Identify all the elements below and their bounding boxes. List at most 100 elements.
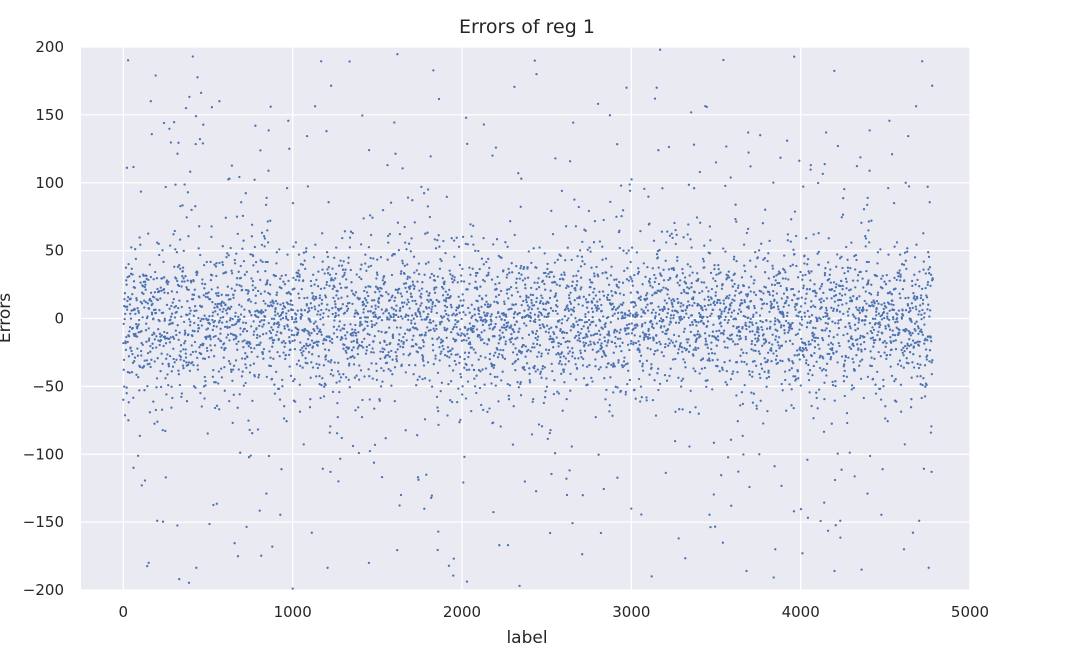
data-point [190, 208, 193, 212]
data-point [673, 221, 676, 225]
data-point [575, 274, 578, 277]
data-point [566, 307, 570, 310]
data-point [176, 324, 179, 327]
data-point [242, 384, 245, 387]
data-point [343, 230, 347, 233]
data-point [287, 353, 291, 357]
data-point [416, 280, 419, 283]
data-point [313, 283, 316, 286]
data-point [404, 429, 407, 432]
data-point [703, 304, 706, 308]
data-point [548, 531, 552, 535]
data-point [689, 238, 692, 241]
data-point [449, 294, 452, 298]
data-point [389, 201, 393, 204]
data-point [597, 368, 601, 371]
data-point [261, 333, 265, 336]
data-point [461, 267, 464, 271]
data-point [830, 297, 833, 300]
data-point [916, 340, 919, 343]
data-point [461, 304, 465, 307]
data-point [654, 315, 657, 318]
data-point [557, 362, 561, 365]
data-point [525, 300, 528, 304]
data-point [475, 287, 479, 291]
data-point [787, 321, 790, 325]
data-point [397, 248, 401, 252]
data-point [879, 398, 883, 401]
data-point [654, 311, 657, 314]
data-point [631, 280, 634, 283]
data-point [166, 353, 169, 356]
data-point [821, 329, 824, 332]
data-point [911, 331, 914, 335]
data-point [628, 314, 631, 317]
data-point [408, 363, 411, 367]
y-tick-label: 100 [35, 174, 64, 192]
data-point [508, 307, 511, 311]
data-point [792, 375, 795, 378]
data-point [275, 262, 278, 265]
data-point [386, 317, 389, 320]
data-point [620, 214, 623, 218]
data-point [199, 253, 202, 257]
data-point [235, 215, 239, 218]
data-point [820, 282, 824, 286]
data-point [451, 313, 454, 317]
data-point [545, 348, 548, 351]
data-point [677, 537, 680, 540]
data-point [885, 353, 889, 357]
data-point [627, 332, 630, 335]
data-point [477, 358, 480, 361]
data-point [798, 328, 801, 331]
data-point [537, 314, 540, 317]
data-point [215, 502, 218, 505]
data-point [286, 325, 289, 328]
data-point [224, 346, 227, 350]
data-point [900, 364, 903, 368]
data-point [709, 271, 713, 275]
data-point [890, 303, 893, 306]
data-point [350, 289, 353, 292]
data-point [898, 292, 901, 295]
data-point [160, 334, 163, 337]
data-point [359, 243, 363, 246]
data-point [840, 216, 843, 219]
data-point [619, 184, 623, 187]
data-point [134, 332, 137, 336]
data-point [679, 279, 682, 282]
data-point [653, 280, 656, 284]
data-point [781, 277, 785, 280]
data-point [301, 366, 304, 369]
data-point [900, 317, 904, 320]
data-point [620, 311, 624, 314]
data-point [374, 304, 377, 307]
data-point [882, 310, 886, 314]
data-point [173, 229, 176, 233]
data-point [468, 341, 472, 344]
data-point [429, 276, 432, 279]
data-point [138, 365, 142, 369]
data-point [776, 282, 779, 285]
data-point [237, 315, 240, 319]
data-point [239, 264, 242, 268]
data-point [388, 232, 392, 236]
data-point [684, 366, 687, 369]
data-point [573, 336, 577, 339]
data-point [219, 316, 222, 320]
data-point [407, 314, 410, 317]
data-point [669, 277, 672, 280]
data-point [350, 349, 354, 352]
data-point [274, 299, 278, 303]
data-point [504, 343, 507, 346]
data-point [794, 375, 797, 378]
data-point [595, 351, 598, 354]
data-point [238, 318, 242, 321]
data-point [184, 339, 187, 343]
data-point [302, 344, 306, 348]
data-point [154, 408, 158, 412]
data-point [331, 306, 334, 310]
data-point [127, 296, 130, 299]
data-point [205, 337, 208, 340]
data-point [878, 387, 882, 390]
